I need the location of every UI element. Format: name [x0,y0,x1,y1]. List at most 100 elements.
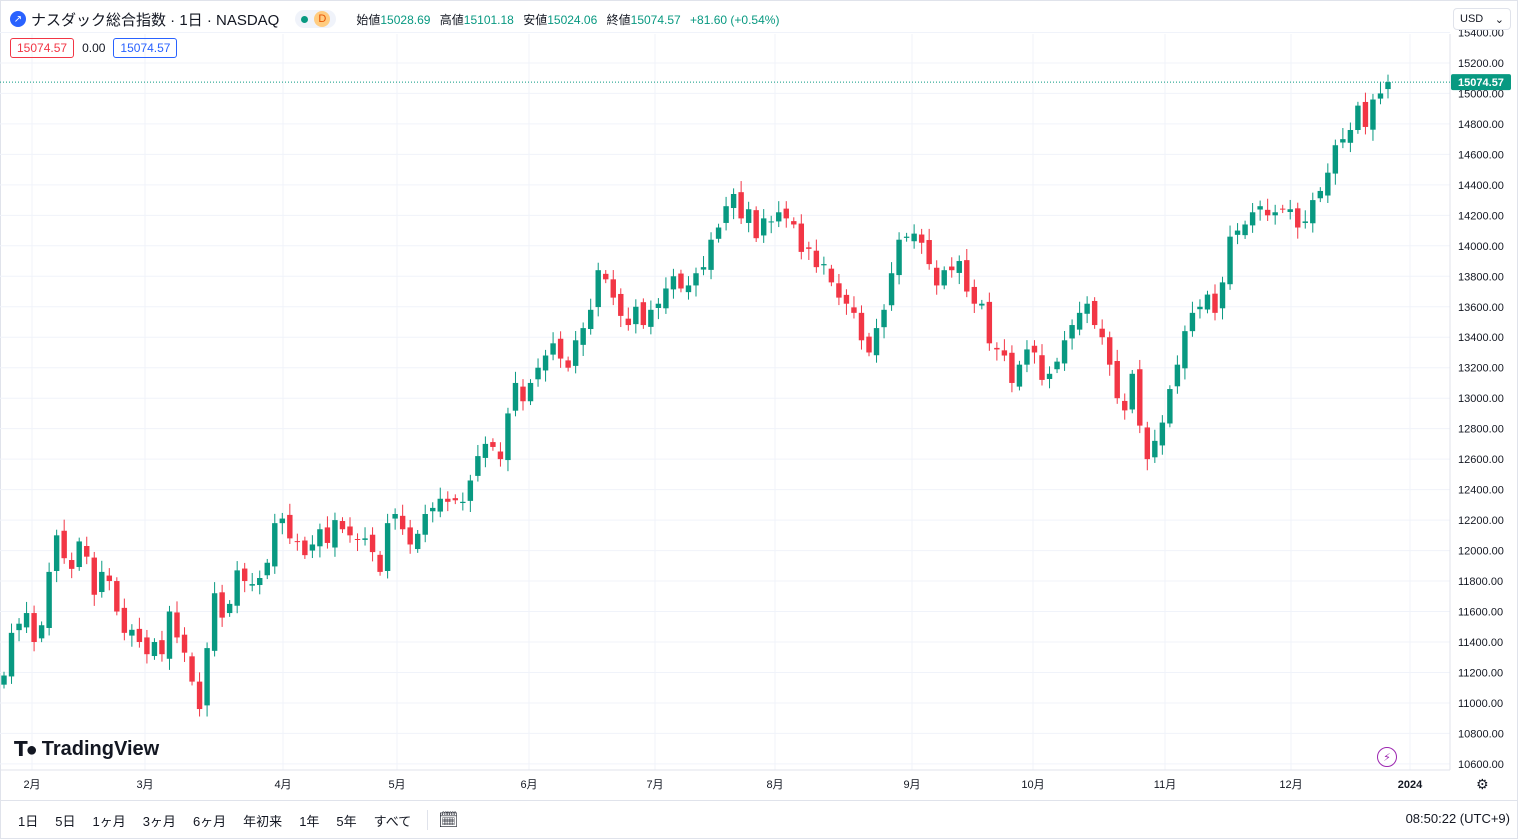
candle-body [362,538,368,540]
price-tick-label: 11600.00 [1458,607,1503,619]
price-chart[interactable]: 10600.00 10800.00 11000.00 11200.00 11400.00… [0,0,1518,800]
candle-body [53,535,60,571]
candle-body [821,264,827,266]
range-5y-button[interactable]: 5年 [336,813,357,829]
price-tick-label: 11200.00 [1458,667,1503,679]
candle-body [828,268,835,283]
gear-icon[interactable]: ⚙ [1476,776,1489,792]
currency-select[interactable]: USD ⌄ [1453,8,1511,30]
candle-body [332,520,338,548]
chevron-down-icon: ⌄ [1494,13,1504,26]
low-label: 安値 [523,12,548,27]
candle-body [542,355,549,371]
candle-body [1144,427,1151,460]
candle-body [557,338,564,359]
interval-badge: D [314,11,331,27]
market-status-pill[interactable]: D [295,10,337,28]
candle-body [843,294,850,304]
price-tick-label: 11800.00 [1458,576,1503,588]
candle-body [505,413,511,461]
market-open-dot-icon [301,15,309,23]
buy-button[interactable]: 15074.57 [113,38,178,58]
candle-body [1242,224,1248,236]
candle-body [121,607,128,633]
symbol-title[interactable]: ナスダック総合指数 · 1日 · NASDAQ [31,11,280,29]
candle-body [1295,208,1301,228]
candle-body [723,206,729,223]
candle-body [114,581,120,612]
time-tick-label: 4月 [274,779,291,791]
time-tick-label: 5月 [388,779,405,791]
tradingview-logo[interactable]: 𝗧● TradingView [14,737,159,762]
candle-body [768,221,774,223]
candle-body [1182,331,1188,369]
sell-button[interactable]: 15074.57 [10,38,75,58]
candle-body [437,498,443,512]
candle-body [836,283,842,298]
candle-body [603,273,609,280]
candle-body [873,328,880,356]
change-value: +81.60 (+0.54%) [690,12,780,27]
candle-body [1287,209,1293,212]
range-3m-button[interactable]: 3ヶ月 [142,813,176,829]
time-tick-label: 10月 [1021,779,1044,791]
range-1m-button[interactable]: 1ヶ月 [92,813,126,829]
range-ytd-button[interactable]: 年初来 [243,813,283,829]
price-tick-label: 12200.00 [1458,515,1504,527]
range-5d-button[interactable]: 5日 [55,813,76,829]
candle-body [249,584,255,586]
candle-body [1001,350,1008,356]
clock[interactable]: 08:50:22 (UTC+9) [1405,811,1510,826]
candle-body [475,456,481,476]
candle-body [572,340,579,366]
candle-body [941,270,947,286]
candle-body [587,309,594,330]
candle-body [31,613,37,642]
candle-body [1204,294,1211,310]
candle-body [241,568,248,582]
range-6m-button[interactable]: 6ヶ月 [192,813,227,829]
candle-body [354,538,361,540]
price-tick-label: 14600.00 [1458,149,1504,161]
candle-body [715,227,722,239]
candle-body [911,233,917,242]
candle-body [776,212,782,222]
candle-body [1370,99,1376,130]
candle-body [279,518,286,524]
candle-body [933,267,940,286]
price-tick-label: 14000.00 [1458,241,1504,253]
date-range-icon[interactable]: 🗓 [438,812,459,829]
high-label: 高値 [439,12,464,27]
candle-body [23,613,30,628]
range-all-button[interactable]: すべて [373,813,412,829]
candle-body [181,634,188,653]
candle-body [452,498,459,501]
time-tick-label: 6月 [520,779,537,791]
candle-body [783,208,789,219]
range-1y-button[interactable]: 1年 [299,813,320,829]
candle-body [294,541,301,543]
candle-body [738,192,744,219]
range-1d-button[interactable]: 1日 [18,813,39,829]
candle-body [610,279,616,298]
price-tick-label: 12000.00 [1458,546,1504,558]
candle-body [61,530,67,559]
candle-body [392,514,398,519]
price-tick-label: 11000.00 [1458,698,1503,710]
candle-body [866,336,872,353]
price-tick-label: 11400.00 [1458,637,1503,649]
candle-body [565,360,571,368]
candle-body [663,288,669,309]
candle-body [520,386,526,402]
candle-body [257,578,263,586]
candle-body [226,603,233,614]
candle-body [302,540,308,556]
candle-body [527,382,534,402]
candle-body [287,514,293,539]
candle-body [369,534,376,553]
nasdaq-logo-icon[interactable]: ↗ [10,11,26,27]
spread-value: 0.00 [82,41,106,55]
bolt-icon[interactable]: ⚡ [1377,747,1397,767]
candle-body [1152,440,1158,458]
candle-body [399,515,406,530]
